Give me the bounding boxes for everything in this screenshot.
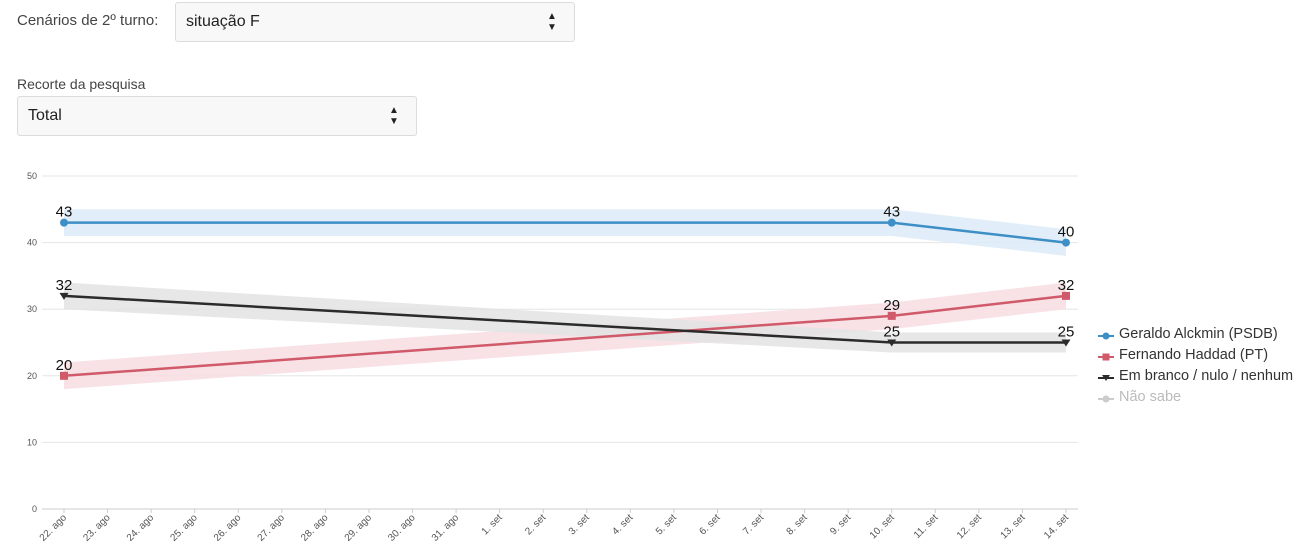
legend-item[interactable]: Em branco / nulo / nenhum (1098, 365, 1293, 386)
x-tick-label: 10. set (868, 512, 897, 541)
cut-label: Recorte da pesquisa (17, 76, 146, 92)
data-point (887, 339, 897, 347)
confidence-band (64, 209, 1066, 256)
x-tick-label: 7. set (741, 512, 766, 537)
legend-label: Não sabe (1119, 388, 1182, 405)
x-tick-label: 1. set (480, 512, 505, 537)
data-label: 43 (883, 204, 900, 221)
data-label: 32 (56, 277, 73, 294)
x-tick-label: 28. ago (299, 512, 331, 544)
chart-legend: Geraldo Alckmin (PSDB) Fernando Haddad (P… (1098, 323, 1293, 407)
data-point (887, 311, 896, 320)
x-tick-label: 8. set (785, 512, 810, 537)
y-tick-label: 10 (27, 437, 37, 447)
y-tick-label: 20 (27, 371, 37, 381)
legend-marker-icon (1098, 392, 1114, 402)
select-arrows-icon: ▲ ▼ (547, 11, 557, 33)
x-tick-label: 4. set (610, 512, 635, 537)
confidence-band (64, 282, 1066, 390)
y-tick-label: 30 (27, 304, 37, 314)
cut-select[interactable]: Total ▲ ▼ (17, 96, 417, 136)
x-tick-label: 22. ago (38, 512, 70, 544)
scenario-select[interactable]: situação F ▲ ▼ (175, 2, 575, 42)
x-tick-label: 3. set (567, 512, 592, 537)
x-tick-label: 27. ago (256, 512, 288, 544)
data-label: 25 (883, 324, 900, 341)
legend-label: Fernando Haddad (PT) (1119, 346, 1269, 363)
legend-item[interactable]: Fernando Haddad (PT) (1098, 344, 1293, 365)
line-chart: 0 10 20 30 40 50 22. ago 23. ago 24. ago 25. ago 2… (27, 171, 1078, 544)
y-tick-label: 0 (32, 504, 37, 514)
data-point (60, 371, 68, 380)
cut-select-value: Total (28, 107, 62, 124)
y-tick-label: 50 (27, 171, 37, 181)
x-tick-label: 24. ago (125, 512, 157, 544)
legend-item[interactable]: Geraldo Alckmin (PSDB) (1098, 323, 1293, 344)
data-point (1061, 339, 1071, 347)
data-label: 29 (883, 297, 900, 314)
x-tick-label: 2. set (523, 512, 548, 537)
data-label: 25 (1058, 324, 1075, 341)
y-tick-label: 40 (27, 238, 37, 248)
data-label: 43 (56, 204, 73, 221)
scenario-label: Cenários de 2º turno: (17, 12, 159, 29)
data-label: 32 (1058, 277, 1075, 294)
x-tick-label: 30. ago (386, 512, 418, 544)
x-tick-label: 14. set (1042, 512, 1071, 541)
x-tick-label: 29. ago (343, 512, 375, 544)
data-point (887, 218, 896, 227)
legend-marker-icon (1098, 350, 1114, 360)
x-tick-label: 11. set (912, 512, 941, 541)
x-tick-label: 9. set (828, 512, 853, 537)
select-arrows-icon: ▲ ▼ (389, 105, 399, 127)
x-tick-label: 12. set (955, 512, 984, 541)
legend-marker-icon (1098, 371, 1114, 381)
x-tick-label: 13. set (999, 512, 1028, 541)
x-tick-label: 23. ago (81, 512, 113, 544)
legend-label: Em branco / nulo / nenhum (1119, 367, 1294, 384)
x-tick-label: 26. ago (212, 512, 244, 544)
x-tick-label: 5. set (654, 512, 679, 537)
data-label: 20 (56, 357, 73, 374)
x-tick-label: 6. set (698, 512, 723, 537)
data-label: 40 (1058, 224, 1075, 241)
legend-label: Geraldo Alckmin (PSDB) (1119, 325, 1278, 342)
legend-item[interactable]: Não sabe (1098, 386, 1293, 407)
confidence-band (64, 282, 1066, 353)
legend-marker-icon (1098, 329, 1114, 339)
scenario-select-value: situação F (186, 13, 260, 30)
data-point (60, 218, 68, 227)
x-tick-label: 31. ago (430, 512, 462, 544)
x-tick-label: 25. ago (168, 512, 200, 544)
data-point (59, 292, 69, 300)
data-point (1062, 238, 1070, 247)
data-point (1062, 291, 1070, 300)
